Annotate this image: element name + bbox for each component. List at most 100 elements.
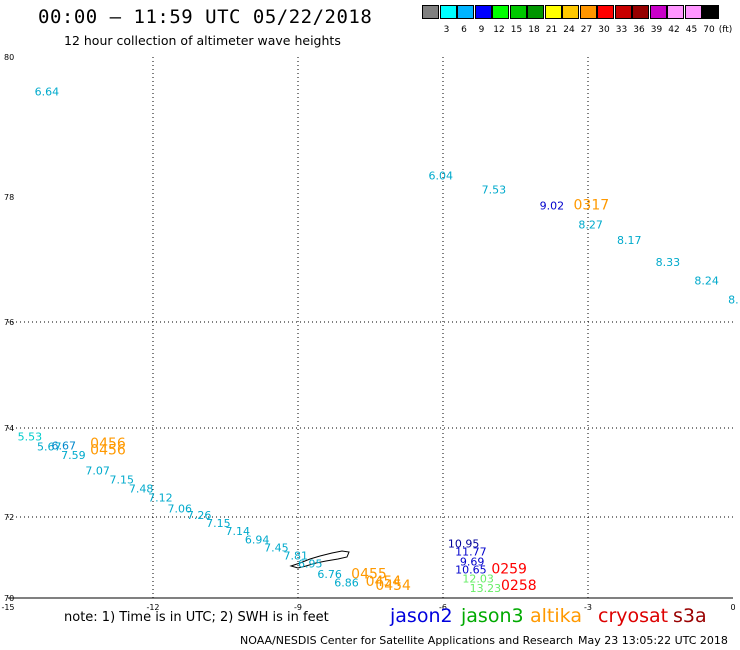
color-scale-swatch [544,5,562,19]
color-scale-label: 24 [563,25,575,35]
color-scale-label: 30 [598,25,610,35]
color-scale-label: 12 [493,25,505,35]
color-scale-swatch [457,5,474,19]
altimeter-readings: 6.64 6.04 7.53 9.02 0317 8.27 8.17 8.33 8.24 8. 5.… [18,86,739,595]
wave-height-label: 7.15 [110,474,135,487]
wave-height-label: 6.86 [334,577,359,590]
legend-jason2: jason2 [390,605,453,627]
x-tick-label: -3 [584,603,592,612]
color-scale-label: 15 [510,25,523,35]
wave-height-label: 8.24 [694,275,719,288]
color-scale-label: 9 [478,25,485,35]
jan-mayen-island [289,550,350,569]
wave-height-label: 9.02 [540,200,565,213]
color-scale-label: 6 [461,25,467,35]
wave-height-label: 7.07 [85,465,110,478]
color-scale-swatch [492,5,509,19]
wave-height-label: 5.53 [18,430,42,443]
color-scale-unit: (ft) [718,25,733,35]
legend-cryosat: cryosat [598,605,669,627]
y-tick-label: 74 [4,424,14,433]
color-scale-label: 3 [443,25,450,35]
wave-height-label: 5.67 [37,440,62,453]
wave-height-label: 7.59 [61,449,86,462]
x-tick-label: -15 [1,603,14,612]
wave-height-label: 10.65 [455,564,487,577]
y-tick-label: 76 [4,318,14,327]
wave-height-label: 8.27 [578,218,603,231]
generated-timestamp: May 23 13:05:22 UTC 2018 [578,634,728,647]
wave-height-label: 7.15 [206,517,231,530]
x-tick-label: 0 [730,603,735,612]
y-tick-label: 78 [4,193,14,202]
wave-height-label: 7.48 [129,483,154,496]
coastline [289,550,350,569]
page-title: 00:00 – 11:59 UTC 05/22/2018 [38,6,373,28]
wave-height-label: 10.95 [448,537,480,550]
pass-time-label: 0456 [90,443,126,459]
pass-time-label: 0317 [574,198,610,214]
wave-height-label: 8.33 [656,256,681,269]
x-tick-label: -9 [294,603,302,612]
color-scale-label: 27 [580,25,593,35]
color-scale-label: 36 [633,25,645,35]
wave-height-label: 13.23 [470,582,502,595]
color-scale-swatch [509,5,527,19]
pass-time-label: 0259 [491,562,527,578]
wave-height-label: 11.77 [455,545,487,558]
color-scale-swatch [667,5,684,19]
wave-height-label: 6.94 [245,533,269,546]
pass-time-label: 0456 [90,436,126,452]
wave-height-label: 7.26 [187,509,212,522]
page-subtitle: 12 hour collection of altimeter wave hei… [64,33,341,48]
axis-tick-labels: -15 -12 -9 -6 -3 0 70 72 74 76 78 80 [1,53,735,612]
wave-height-label: 6.76 [317,568,342,581]
wave-height-label: 12.03 [462,573,494,586]
wave-height-label: 6.95 [298,558,323,571]
color-scale-label: 18 [528,25,540,35]
legend-s3a: s3a [673,605,707,627]
y-tick-label: 70 [4,594,14,603]
color-scale-swatch [702,5,719,19]
color-scale-swatch [422,5,439,19]
color-scale-swatch [649,5,667,19]
pass-time-label: 0258 [501,578,537,594]
wave-height-label: 7.53 [482,184,507,197]
credit-line: NOAA/NESDIS Center for Satellite Applica… [240,634,574,647]
y-tick-label: 72 [4,513,14,522]
x-tick-label: -6 [439,603,447,612]
color-scale-label: 70 [703,25,715,35]
color-scale-swatch [579,5,597,19]
pass-time-label: 0454 [366,574,402,590]
wave-height-label: 9.69 [460,556,485,569]
x-tick-label: -12 [146,603,159,612]
color-scale-swatch [527,5,544,19]
y-tick-label: 80 [4,53,14,62]
wave-height-label: 7.06 [168,503,193,516]
color-scale-label: 45 [685,25,698,35]
color-scale-label: 39 [650,25,663,35]
color-scale-swatch [684,5,702,19]
color-scale-swatch [562,5,579,19]
color-scale-label: 42 [668,25,680,35]
color-scale-swatch [632,5,649,19]
color-scale-label: 21 [545,25,558,35]
wave-height-label: 8.17 [617,234,642,247]
wave-height-label: 8. [728,293,739,306]
wave-height-label: 6.67 [52,439,77,452]
map-grid [8,57,733,599]
color-scale-label: 33 [615,25,628,35]
wave-height-label: 6.64 [35,86,60,99]
pass-time-label: 0455 [351,567,387,583]
wave-height-label: 7.12 [148,491,173,504]
wave-height-label: 6.04 [429,170,454,183]
wave-height-label: 7.45 [264,541,289,554]
note-text: note: 1) Time is in UTC; 2) SWH is in fe… [64,610,329,625]
color-scale-swatch [597,5,614,19]
legend-altika: altika [530,605,582,627]
color-scale-swatch [614,5,632,19]
color-scale-swatch [439,5,457,19]
pass-time-label: 0454 [375,578,411,594]
wave-height-label: 7.81 [284,550,309,563]
